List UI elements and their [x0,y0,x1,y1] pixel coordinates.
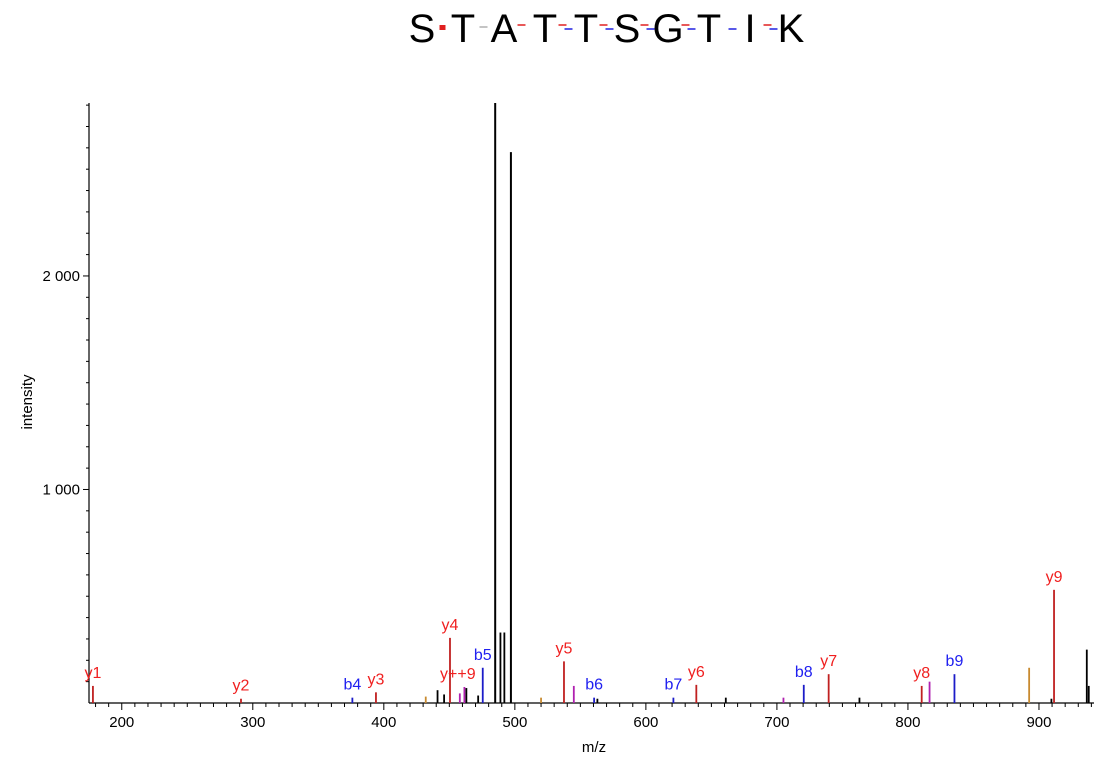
sequence-residue: K [778,7,805,51]
x-tick-label: 800 [895,714,920,731]
peak-label-b8: b8 [795,664,813,681]
x-tick-label: 300 [240,714,265,731]
peaks [92,103,1090,703]
cleavage-mark-y [439,25,446,30]
sequence-residue: T [574,7,598,51]
sequence-residue: A [491,7,518,51]
sequence-residue: T [451,7,475,51]
x-tick-label: 600 [633,714,658,731]
sequence-residue: I [744,7,755,51]
y-axis-title: intensity [19,374,36,430]
sequence-residue: T [697,7,721,51]
peak-label-b4: b4 [343,677,361,694]
x-tick-label: 200 [109,714,134,731]
peak-label-b9: b9 [946,653,964,670]
peak-label-ypp9: y++9 [440,666,476,683]
x-tick-label: 500 [502,714,527,731]
sequence-residue: G [652,7,683,51]
peak-label-b5: b5 [474,647,492,664]
x-axis-title: m/z [582,739,606,756]
peak-label-y6: y6 [688,664,705,681]
x-tick-label: 700 [764,714,789,731]
peak-label-y1: y1 [84,665,101,682]
sequence-residue: S [409,7,436,51]
peak-label-y4: y4 [442,617,459,634]
peak-label-y3: y3 [368,671,385,688]
sequence-residue: S [614,7,641,51]
y-tick-label: 1 000 [42,481,80,498]
x-tick-label: 900 [1026,714,1051,731]
peak-label-y7: y7 [820,653,837,670]
peak-label-y9: y9 [1046,569,1063,586]
peak-label-b6: b6 [585,677,603,694]
sequence-residue: T [533,7,557,51]
x-axis: 200 300 400 500 600 700 800 900 [89,702,1094,731]
peak-label-y2: y2 [233,678,250,695]
peak-label-b7: b7 [664,677,682,694]
peak-label-y5: y5 [556,640,573,657]
y-tick-label: 2 000 [42,268,80,285]
y-axis: 1 000 2 000 [42,103,90,703]
x-tick-label: 400 [371,714,396,731]
peak-labels: y1 y2 b4 y3 y4 y++9 b5 y5 b6 b7 y6 b8 y7 y8 b9 y9 [84,569,1062,695]
peak-label-y8: y8 [913,665,930,682]
